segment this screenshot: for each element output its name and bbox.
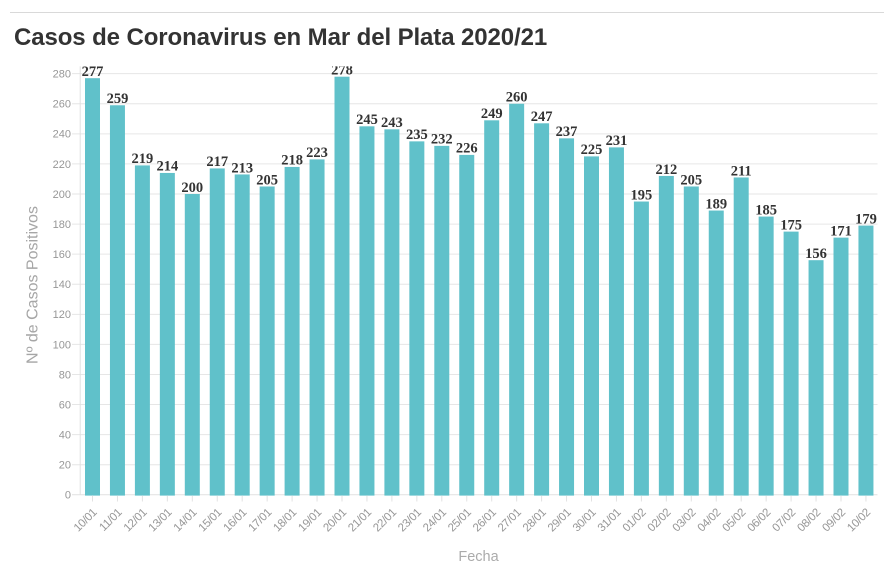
svg-text:160: 160: [53, 249, 71, 261]
svg-text:171: 171: [830, 223, 852, 239]
svg-text:219: 219: [132, 151, 154, 167]
svg-text:231: 231: [606, 133, 628, 149]
svg-text:213: 213: [231, 160, 253, 176]
svg-text:185: 185: [755, 202, 777, 218]
svg-text:249: 249: [481, 106, 503, 122]
svg-text:226: 226: [456, 141, 478, 157]
svg-text:140: 140: [53, 279, 71, 291]
svg-text:20: 20: [59, 460, 71, 472]
svg-text:220: 220: [53, 159, 71, 171]
svg-text:247: 247: [531, 109, 553, 125]
svg-text:179: 179: [855, 211, 877, 227]
svg-text:278: 278: [331, 62, 353, 78]
svg-text:205: 205: [256, 172, 278, 188]
svg-text:175: 175: [780, 217, 802, 233]
svg-text:Fecha: Fecha: [458, 549, 499, 565]
svg-text:Casos de Coronavirus en Mar de: Casos de Coronavirus en Mar del Plata 20…: [14, 24, 547, 51]
svg-text:80: 80: [59, 369, 71, 381]
svg-text:232: 232: [431, 132, 453, 148]
svg-text:200: 200: [53, 189, 71, 201]
svg-text:205: 205: [680, 172, 702, 188]
svg-text:240: 240: [53, 129, 71, 141]
svg-text:259: 259: [107, 91, 129, 107]
svg-text:245: 245: [356, 112, 378, 128]
svg-text:211: 211: [731, 163, 752, 179]
svg-text:40: 40: [59, 430, 71, 442]
svg-text:225: 225: [581, 142, 603, 158]
svg-text:260: 260: [53, 99, 71, 111]
svg-text:223: 223: [306, 145, 328, 161]
svg-text:214: 214: [156, 159, 178, 175]
svg-text:189: 189: [705, 196, 727, 212]
svg-text:280: 280: [53, 69, 71, 81]
svg-text:195: 195: [631, 187, 653, 203]
svg-text:235: 235: [406, 127, 428, 143]
svg-text:Nº de Casos Positivos: Nº de Casos Positivos: [25, 206, 42, 364]
svg-text:217: 217: [206, 154, 228, 170]
svg-text:120: 120: [53, 309, 71, 321]
svg-text:243: 243: [381, 115, 403, 131]
svg-text:277: 277: [82, 64, 104, 80]
svg-text:180: 180: [53, 219, 71, 231]
svg-text:60: 60: [59, 399, 71, 411]
svg-text:260: 260: [506, 90, 528, 106]
svg-text:212: 212: [655, 162, 677, 178]
svg-text:0: 0: [65, 490, 71, 502]
svg-text:156: 156: [805, 246, 827, 262]
svg-text:218: 218: [281, 153, 303, 169]
svg-text:100: 100: [53, 339, 71, 351]
svg-text:237: 237: [556, 124, 578, 140]
svg-text:200: 200: [181, 180, 203, 196]
